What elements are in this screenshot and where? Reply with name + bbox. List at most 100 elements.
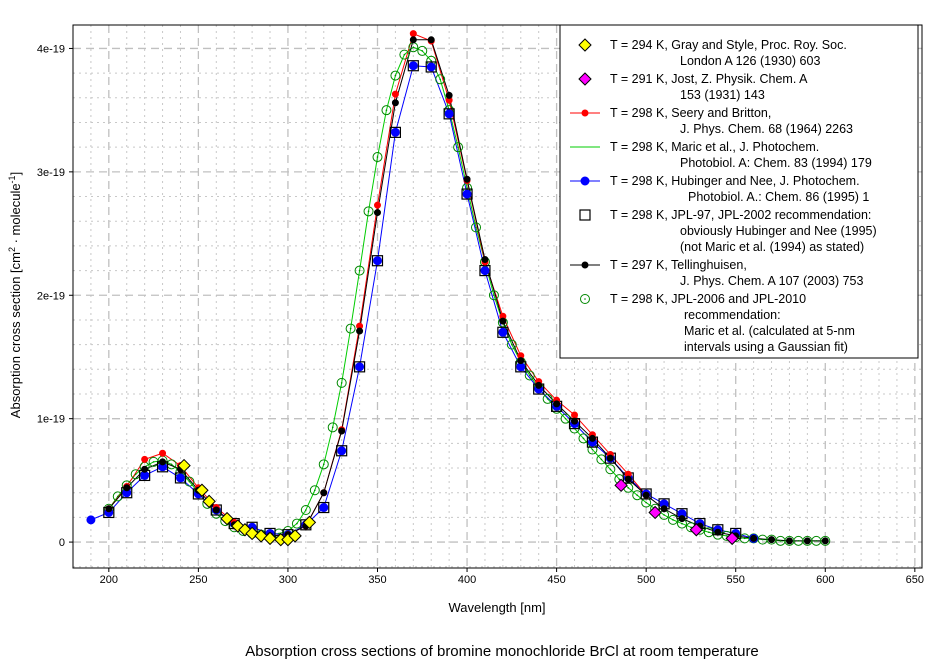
data-point bbox=[336, 445, 348, 457]
data-point bbox=[399, 49, 410, 60]
data-point-center bbox=[672, 519, 674, 521]
data-point-center bbox=[439, 78, 441, 81]
data-point bbox=[580, 294, 590, 304]
legend-label: Photobiol. A: Chem. 83 (1994) 179 bbox=[680, 156, 872, 170]
data-point bbox=[480, 266, 490, 276]
data-point-center bbox=[779, 540, 782, 542]
data-point bbox=[471, 222, 482, 233]
data-point bbox=[175, 473, 185, 483]
data-point bbox=[337, 446, 347, 456]
data-point bbox=[389, 126, 402, 138]
data-point-center bbox=[314, 489, 316, 492]
x-tick-label: 350 bbox=[368, 574, 386, 586]
data-point bbox=[606, 454, 614, 462]
data-point bbox=[353, 361, 366, 373]
data-point bbox=[220, 511, 234, 526]
data-point bbox=[768, 536, 776, 544]
y-tick-label: 4e-19 bbox=[37, 43, 65, 55]
data-point bbox=[579, 209, 591, 221]
data-point bbox=[553, 400, 561, 408]
data-point bbox=[821, 537, 829, 545]
data-point bbox=[624, 475, 632, 483]
data-point bbox=[463, 175, 471, 183]
data-point-center bbox=[394, 74, 397, 77]
y-axis-label: Absorption cross section [cm2 · molecule… bbox=[7, 172, 23, 418]
legend-label: 153 (1931) 143 bbox=[680, 88, 765, 102]
legend-entry: T = 298 K, Maric et al., J. Photochem. Ph… bbox=[570, 140, 872, 170]
data-point bbox=[581, 109, 589, 117]
data-point-center bbox=[618, 478, 621, 480]
data-point-center bbox=[743, 537, 746, 540]
data-point bbox=[443, 108, 455, 120]
data-point-center bbox=[636, 494, 639, 496]
data-point bbox=[409, 30, 417, 38]
x-tick-label: 400 bbox=[458, 574, 476, 586]
data-point bbox=[427, 36, 435, 44]
data-point bbox=[499, 317, 507, 325]
data-point bbox=[461, 188, 473, 200]
legend-label: London A 126 (1930) 603 bbox=[680, 54, 820, 68]
data-point-center bbox=[725, 535, 728, 537]
data-point-center bbox=[609, 468, 612, 471]
data-point bbox=[689, 523, 704, 537]
data-point bbox=[580, 176, 590, 186]
data-point-center bbox=[564, 417, 567, 420]
data-point bbox=[318, 501, 330, 514]
data-point-center bbox=[815, 540, 818, 542]
legend-label: T = 298 K, Maric et al., J. Photochem. bbox=[610, 140, 819, 154]
data-point bbox=[159, 458, 167, 466]
plot-frame bbox=[72, 24, 923, 569]
data-point-center bbox=[493, 294, 495, 297]
data-point bbox=[444, 109, 454, 119]
data-point bbox=[202, 494, 216, 509]
data-point-center bbox=[349, 327, 352, 330]
data-point bbox=[581, 261, 589, 269]
data-point bbox=[417, 45, 428, 56]
data-point bbox=[524, 370, 535, 381]
data-point bbox=[479, 264, 491, 277]
legend-label: T = 298 K, Hubinger and Nee, J. Photoche… bbox=[610, 174, 860, 188]
data-point-center bbox=[134, 473, 137, 476]
data-point bbox=[678, 515, 686, 523]
legend-label: obviously Hubinger and Nee (1995) bbox=[680, 224, 877, 238]
data-point bbox=[725, 531, 739, 546]
legend-label: T = 298 K, JPL-2006 and JPL-2010 bbox=[610, 292, 806, 306]
data-point-center bbox=[627, 486, 630, 489]
data-point bbox=[371, 255, 384, 267]
data-point bbox=[195, 483, 209, 497]
data-point bbox=[105, 505, 113, 513]
data-point bbox=[435, 74, 446, 85]
data-point bbox=[571, 411, 579, 419]
data-point bbox=[300, 504, 311, 515]
legend-label: T = 298 K, JPL-97, JPL-2002 recommendati… bbox=[610, 208, 871, 222]
data-point bbox=[354, 265, 365, 276]
data-point bbox=[363, 206, 374, 217]
data-point bbox=[86, 515, 96, 525]
data-point-center bbox=[645, 501, 647, 504]
data-point bbox=[498, 327, 508, 337]
data-point bbox=[391, 99, 399, 107]
legend-entry: T = 298 K, Seery and Britton, J. Phys. Ch… bbox=[570, 106, 853, 136]
data-point bbox=[327, 422, 338, 433]
data-point bbox=[785, 537, 793, 545]
x-tick-label: 250 bbox=[189, 574, 207, 586]
data-point-center bbox=[403, 53, 406, 56]
legend-entry: T = 297 K, Tellinghuisen, J. Phys. Chem. … bbox=[570, 258, 863, 288]
data-point bbox=[318, 459, 329, 470]
data-point bbox=[381, 105, 392, 116]
legend-label: Photobiol. A.: Chem. 86 (1995) 1 bbox=[688, 190, 869, 204]
data-point-center bbox=[116, 495, 119, 498]
data-point-center bbox=[591, 448, 594, 451]
data-point bbox=[355, 362, 365, 372]
data-point bbox=[141, 465, 149, 473]
data-point-center bbox=[430, 59, 433, 62]
data-point bbox=[648, 505, 662, 520]
data-point bbox=[390, 127, 400, 137]
chart-title: Absorption cross sections of bromine mon… bbox=[245, 643, 759, 660]
data-point bbox=[319, 503, 329, 513]
data-point bbox=[820, 535, 831, 546]
data-point bbox=[409, 36, 417, 44]
data-point bbox=[668, 514, 679, 525]
